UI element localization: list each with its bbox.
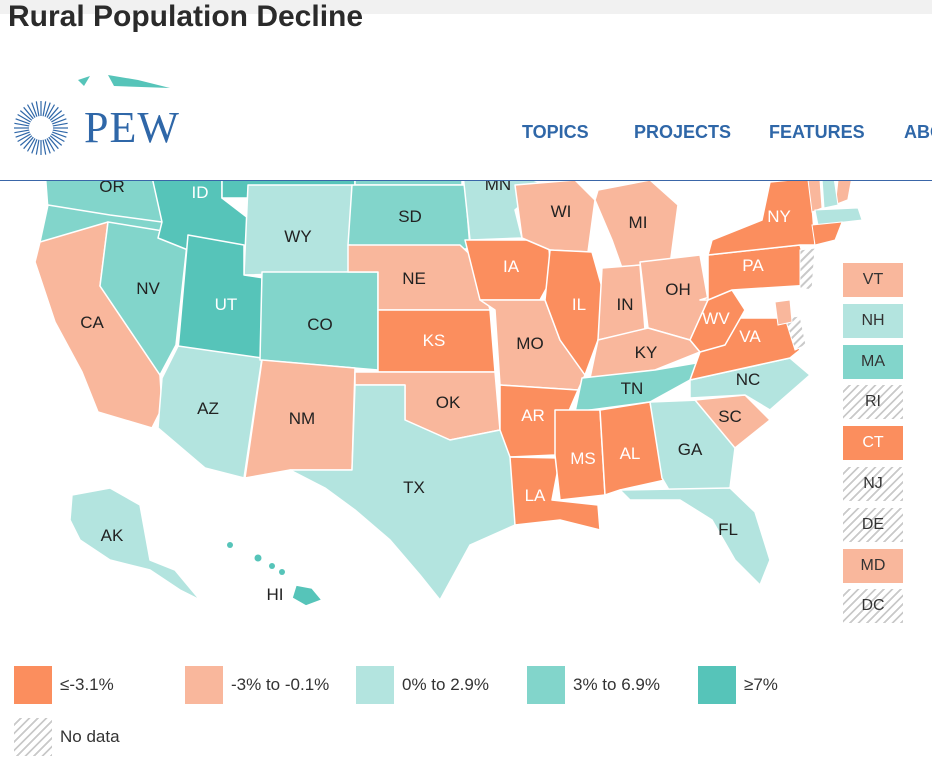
header-divider (0, 180, 932, 181)
state-ak[interactable] (69, 487, 201, 601)
state-label-co: CO (307, 315, 333, 334)
state-label-ca: CA (80, 313, 104, 332)
legend-swatch (356, 666, 394, 704)
state-label-ny: NY (767, 207, 791, 226)
state-label-id: ID (192, 183, 209, 202)
state-fl[interactable] (619, 487, 771, 586)
state-label-wy: WY (284, 227, 311, 246)
small-state-ri[interactable]: RI (843, 385, 903, 420)
state-label-nv: NV (136, 279, 160, 298)
pew-logo[interactable] (6, 98, 76, 163)
small-state-de[interactable]: DE (843, 507, 903, 542)
state-label-ak: AK (101, 526, 124, 545)
state-label-ne: NE (402, 269, 426, 288)
state-label-mi: MI (629, 213, 648, 232)
state-label-sd: SD (398, 207, 422, 226)
state-label-al: AL (620, 444, 641, 463)
legend-swatch (527, 666, 565, 704)
state-label-hi: HI (267, 585, 284, 604)
state-label-fl: FL (718, 520, 738, 539)
state-wv[interactable] (689, 289, 746, 353)
header-swoosh (78, 75, 170, 88)
state-label-sc: SC (718, 407, 742, 426)
state-al[interactable] (599, 401, 666, 496)
small-state-ma[interactable]: MA (843, 344, 903, 379)
state-label-ia: IA (503, 257, 520, 276)
state-label-oh: OH (665, 280, 691, 299)
state-label-tx: TX (403, 478, 425, 497)
state-label-mo: MO (516, 334, 543, 353)
legend-swatch (14, 666, 52, 704)
state-label-az: AZ (197, 399, 219, 418)
state-label-ar: AR (521, 406, 545, 425)
small-state-md[interactable]: MD (843, 548, 903, 583)
state-label-ok: OK (436, 393, 461, 412)
state-label-ms: MS (570, 449, 596, 468)
nav-projects[interactable]: PROJECTS (634, 122, 732, 142)
state-ny[interactable] (707, 177, 816, 256)
state-label-pa: PA (742, 256, 764, 275)
legend-label: ≥7% (744, 675, 778, 694)
legend-label: -3% to -0.1% (231, 675, 330, 694)
state-label-ut: UT (215, 295, 238, 314)
nav-features[interactable]: FEATURES (769, 122, 865, 142)
state-label-il: IL (572, 295, 586, 314)
site-header (0, 60, 932, 180)
page-title: Rural Population Decline (8, 0, 364, 33)
nav-about[interactable]: ABO (904, 122, 932, 142)
state-label-ga: GA (678, 440, 703, 459)
legend-swatch (185, 666, 223, 704)
state-label-ks: KS (423, 331, 446, 350)
legend-label: 0% to 2.9% (402, 675, 489, 694)
small-state-dc[interactable]: DC (843, 589, 903, 624)
state-label-wi: WI (551, 202, 572, 221)
browser-top-strip (0, 0, 932, 14)
nav-topics[interactable]: TOPICS (522, 122, 589, 142)
pew-wordmark[interactable]: PEW (84, 103, 180, 152)
legend-label: 3% to 6.9% (573, 675, 660, 694)
small-state-nh[interactable]: NH (843, 303, 903, 338)
legend-label: ≤-3.1% (60, 675, 114, 694)
small-state-ct[interactable]: CT (843, 426, 903, 461)
state-label-nc: NC (736, 370, 761, 389)
legend-swatch (14, 718, 52, 756)
state-label-in: IN (617, 295, 634, 314)
state-label-wv: WV (702, 309, 730, 328)
state-hi[interactable] (291, 584, 323, 607)
state-label-ky: KY (635, 343, 658, 362)
state-sc[interactable] (694, 394, 771, 449)
state-tx[interactable] (289, 384, 516, 601)
state-label-tn: TN (621, 379, 644, 398)
legend-label: No data (60, 727, 120, 746)
state-label-or: OR (99, 177, 125, 196)
small-state-nj[interactable]: NJ (843, 467, 903, 501)
state-label-nm: NM (289, 409, 315, 428)
legend-swatch (698, 666, 736, 704)
sunburst-icon (14, 101, 68, 155)
small-state-vt[interactable]: VT (843, 263, 903, 297)
state-label-va: VA (739, 327, 761, 346)
state-label-la: LA (525, 486, 546, 505)
state-il[interactable] (544, 249, 606, 376)
state-ms[interactable] (554, 409, 606, 501)
